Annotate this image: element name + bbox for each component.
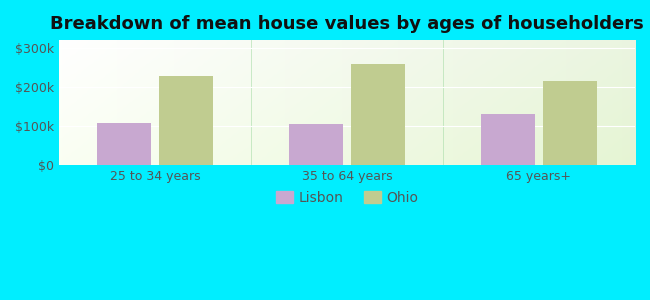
Legend: Lisbon, Ohio: Lisbon, Ohio <box>270 185 424 210</box>
Title: Breakdown of mean house values by ages of householders: Breakdown of mean house values by ages o… <box>50 15 644 33</box>
Bar <box>543 81 597 165</box>
Bar <box>159 76 213 165</box>
Bar <box>482 114 535 165</box>
Bar <box>289 124 343 165</box>
Bar <box>351 64 404 165</box>
Bar <box>98 123 151 165</box>
